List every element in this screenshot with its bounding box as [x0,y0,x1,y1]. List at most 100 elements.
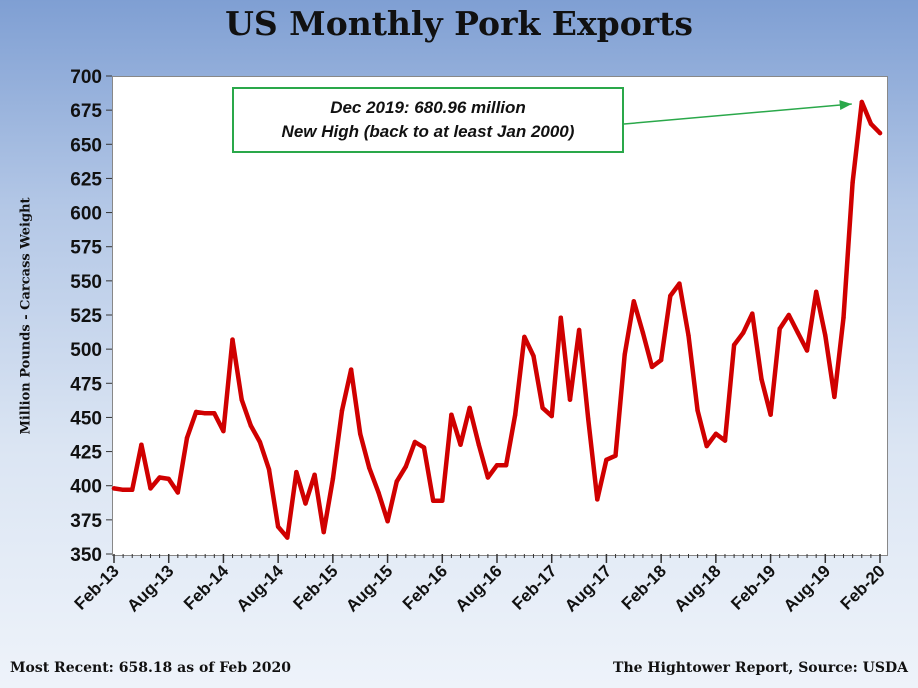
data-point [485,475,491,480]
data-point [777,326,782,331]
x-tick-label: Aug-19 [780,561,834,615]
data-point [595,497,600,502]
data-point [513,412,518,417]
data-point [741,330,746,335]
data-point [130,487,135,492]
data-point [330,476,336,482]
page-title: US Monthly Pork Exports [225,4,693,43]
y-tick-label: 650 [70,135,102,156]
data-point [859,99,864,105]
data-point [576,327,582,333]
data-point [750,311,755,316]
y-tick-label: 550 [70,272,102,293]
data-point [431,498,436,503]
y-tick-label: 525 [70,306,102,327]
y-tick-label: 475 [70,374,102,395]
annotation-arrowhead [839,100,852,111]
data-point [704,443,709,449]
y-tick-label: 700 [70,67,102,88]
data-point [257,439,263,445]
x-tick-label: Feb-15 [290,561,342,613]
y-tick-label: 450 [70,408,102,429]
data-point [549,413,554,419]
data-point [175,490,180,495]
data-point [385,519,390,524]
plot-area [112,76,888,556]
y-tick-label: 350 [70,545,102,566]
data-point [631,299,636,304]
data-point [731,342,737,348]
data-point [476,442,481,447]
footer-source: The Hightower Report, Source: USDA [613,660,908,676]
data-point [348,367,354,372]
data-point [266,467,272,472]
data-point [166,476,171,482]
data-point [367,465,372,471]
data-point [668,293,673,299]
data-point [695,408,700,413]
data-point [212,411,217,416]
data-point [412,439,418,445]
data-point [558,315,563,320]
data-point [184,435,190,441]
data-point [294,469,299,475]
y-tick-label: 600 [70,204,102,225]
data-point [339,408,345,413]
data-point [540,405,545,411]
data-point [230,337,235,342]
data-point [850,180,855,185]
data-point [221,428,226,434]
data-point [503,463,509,468]
data-point [139,442,144,447]
data-point [658,357,664,363]
y-tick-label: 500 [70,340,102,361]
data-point [804,348,810,353]
data-point [713,431,719,436]
y-tick-label: 575 [70,238,102,259]
data-point [358,431,363,436]
data-point [120,487,126,492]
data-point [613,453,618,458]
data-point [795,330,801,335]
y-tick-label: 400 [70,477,102,498]
y-tick-label: 375 [70,511,102,532]
y-tick-label: 425 [70,443,102,464]
series-line [111,99,883,540]
data-point [622,352,627,357]
annotation-arrow-line [623,103,852,125]
data-point [157,475,162,480]
data-point [814,289,819,294]
data-point [239,397,244,402]
data-point [275,524,281,529]
data-point [768,412,773,417]
x-tick-label: Aug-16 [452,561,506,615]
data-point [522,334,527,340]
x-tick-label: Aug-17 [561,561,615,615]
x-tick-label: Aug-15 [342,561,396,615]
data-point [303,501,308,506]
data-point [786,312,791,318]
data-point [458,442,463,447]
data-point [604,457,609,462]
data-point [148,486,153,491]
data-point [285,535,290,540]
x-tick-label: Feb-16 [399,561,451,613]
data-point [640,330,646,335]
data-point [421,445,427,450]
data-point [877,130,883,136]
x-tick-label: Feb-13 [71,561,123,613]
data-point [248,423,253,428]
annotation-line-2: New High (back to at least Jan 2000) [281,122,575,141]
annotation-line-1: Dec 2019: 680.96 million [330,98,526,117]
data-point [376,490,381,495]
x-tick-label: Feb-20 [837,561,889,613]
data-point [394,479,399,484]
data-point [832,394,837,400]
data-point [649,364,655,370]
x-tick-label: Aug-13 [123,561,177,615]
data-point [312,472,317,477]
data-point [449,412,454,417]
data-point [403,464,408,469]
footer-most-recent: Most Recent: 658.18 as of Feb 2020 [10,660,291,676]
